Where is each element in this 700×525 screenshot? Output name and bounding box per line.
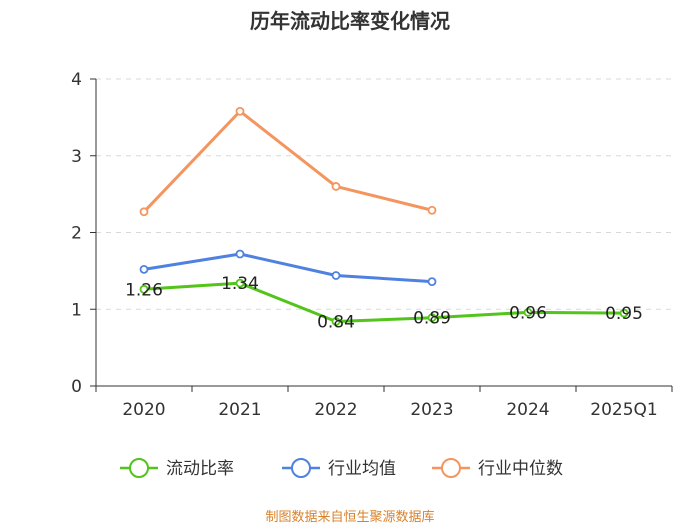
series-line-1 bbox=[143, 252, 433, 284]
data-label-2023: 0.89 bbox=[413, 309, 451, 329]
y-tick-label-1: 1 bbox=[71, 300, 82, 320]
point-s1-2021 bbox=[235, 249, 245, 259]
axes: 0 1 2 3 4 2020 2021 2022 2023 2024 2025Q1 bbox=[71, 70, 673, 420]
series-line-2 bbox=[142, 109, 433, 213]
data-label-2021: 1.34 bbox=[221, 274, 259, 294]
x-tick-label-2021: 2021 bbox=[218, 400, 261, 420]
data-label-2025Q1: 0.95 bbox=[605, 304, 643, 324]
point-s1-2022 bbox=[331, 271, 341, 280]
y-tick-label-4: 4 bbox=[71, 70, 82, 90]
data-label-2024: 0.96 bbox=[509, 303, 547, 323]
x-tick-label-2022: 2022 bbox=[314, 400, 357, 420]
point-s0-2020 bbox=[139, 284, 149, 294]
point-s2-2020 bbox=[139, 207, 149, 217]
legend-marker-2 bbox=[441, 458, 461, 478]
series-line-0 bbox=[143, 281, 625, 324]
y-tick-label-2: 2 bbox=[71, 224, 82, 244]
y-tick-label-0: 0 bbox=[71, 377, 82, 397]
legend-marker-1 bbox=[291, 458, 311, 478]
chart-title: 历年流动比率变化情况 bbox=[250, 9, 450, 33]
legend-label-0: 流动比率 bbox=[166, 459, 234, 479]
data-label-2020: 1.26 bbox=[125, 280, 163, 300]
point-s0-2024 bbox=[523, 307, 533, 317]
point-s0-2025Q1 bbox=[619, 308, 629, 318]
point-s0-2022 bbox=[331, 317, 341, 326]
source-note: 制图数据来自恒生聚源数据库 bbox=[265, 509, 434, 525]
x-tick-label-2025Q1: 2025Q1 bbox=[590, 400, 657, 420]
data-labels: 1.26 1.34 0.84 0.89 0.96 0.95 bbox=[125, 274, 643, 332]
point-s1-2020 bbox=[139, 264, 149, 274]
legend-label-2: 行业中位数 bbox=[478, 459, 563, 479]
x-tick-label-2023: 2023 bbox=[410, 400, 453, 420]
legend-marker-0 bbox=[129, 458, 149, 478]
point-s2-2022 bbox=[331, 182, 341, 191]
point-s0-2021 bbox=[235, 278, 245, 288]
x-tick-label-2024: 2024 bbox=[506, 400, 549, 420]
point-s2-2021 bbox=[235, 106, 245, 116]
y-tick-label-3: 3 bbox=[71, 147, 82, 167]
grid-lines bbox=[96, 78, 672, 310]
point-s0-2023 bbox=[427, 313, 437, 323]
legend-label-1: 行业均值 bbox=[328, 459, 396, 479]
point-s2-2023 bbox=[427, 205, 437, 215]
point-s1-2023 bbox=[427, 277, 437, 287]
x-tick-label-2020: 2020 bbox=[122, 400, 165, 420]
legend: 流动比率 行业均值 行业中位数 bbox=[120, 458, 563, 479]
data-label-2022: 0.84 bbox=[317, 313, 355, 333]
series-lines bbox=[139, 106, 629, 326]
